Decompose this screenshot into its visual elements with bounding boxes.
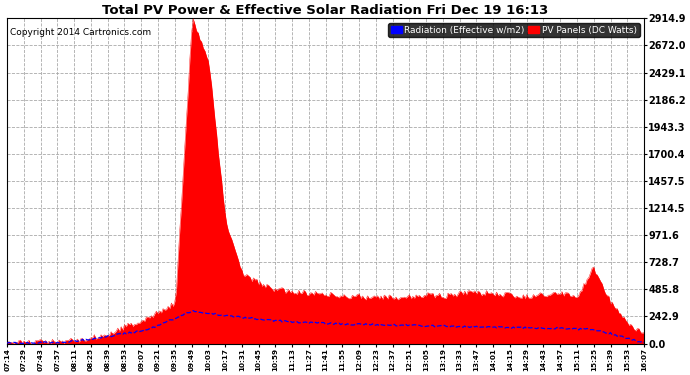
- Legend: Radiation (Effective w/m2), PV Panels (DC Watts): Radiation (Effective w/m2), PV Panels (D…: [388, 23, 640, 37]
- Title: Total PV Power & Effective Solar Radiation Fri Dec 19 16:13: Total PV Power & Effective Solar Radiati…: [103, 4, 549, 17]
- Text: Copyright 2014 Cartronics.com: Copyright 2014 Cartronics.com: [10, 28, 152, 37]
